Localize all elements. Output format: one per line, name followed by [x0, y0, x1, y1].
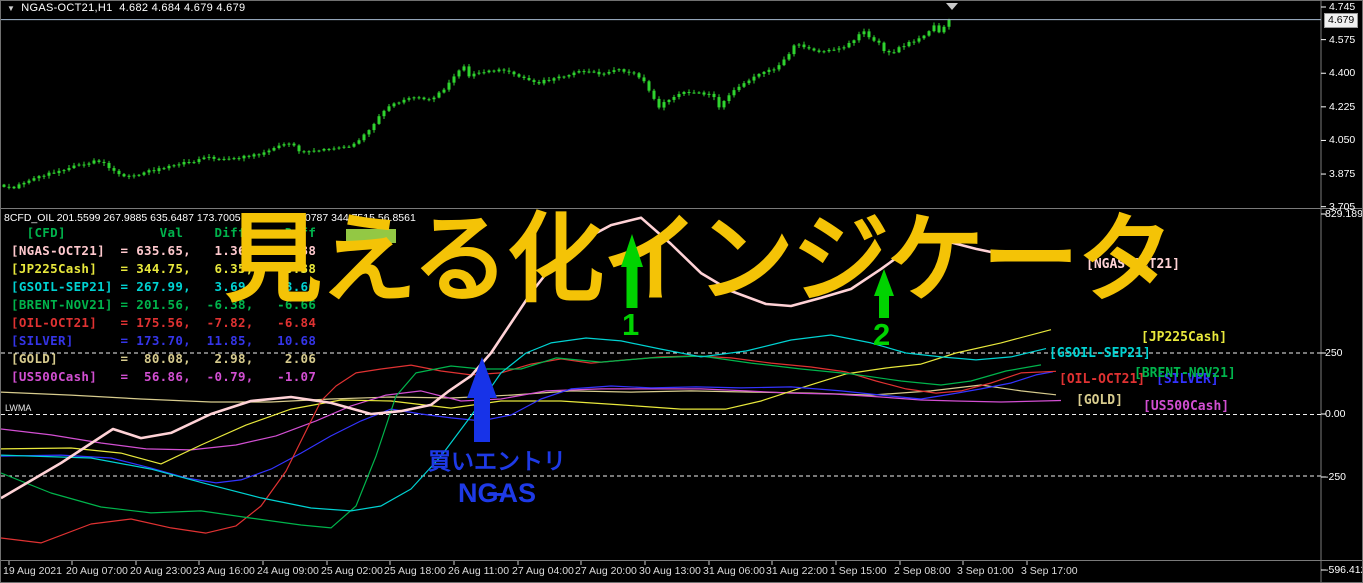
- time-axis-label: 3 Sep 01:00: [957, 565, 1014, 577]
- series-label-OIL-OCT21: [OIL-OCT21]: [1059, 372, 1146, 387]
- cfd-table-row: [SILVER] = 173.70, 11.85, 10.68: [11, 333, 317, 348]
- time-axis-label: 30 Aug 13:00: [639, 565, 701, 577]
- price-axis-label: 4.050: [1329, 134, 1356, 147]
- series-label-BRENT-NOV21: [BRENT-NOV21]: [1134, 366, 1236, 381]
- current-price-tag: 4.679: [1324, 12, 1359, 28]
- series-line-US500Cash: [1, 388, 1062, 451]
- ohlc-quote-values: 4.682 4.684 4.679 4.679: [119, 2, 246, 14]
- indicator-axis-label: -596.412: [1325, 564, 1363, 576]
- series-label-US500Cash: [US500Cash]: [1143, 399, 1230, 414]
- arrow-number-2: 2: [873, 317, 891, 352]
- price-axis-label: 3.875: [1329, 168, 1356, 181]
- price-axis-label: 4.575: [1329, 33, 1356, 46]
- cfd-table-row: [BRENT-NOV21] = 201.56, -6.38, -6.66: [11, 297, 317, 312]
- price-axis-label: 4.745: [1329, 1, 1356, 13]
- signal-box: [346, 229, 396, 243]
- series-line-GSOIL-SEP21: [1, 334, 1047, 512]
- cfd-table-row: [OIL-OCT21] = 175.56, -7.82, -6.84: [11, 315, 317, 330]
- price-axis-label: 4.225: [1329, 100, 1356, 113]
- buy-entry-symbol-label: NGAS: [457, 478, 536, 508]
- time-axis-label: 20 Aug 23:00: [130, 565, 192, 577]
- series-label-GOLD: [GOLD]: [1076, 393, 1123, 408]
- cfd-table-row: [GSOIL-SEP21] = 267.99, 3.69, 3.66: [11, 279, 317, 294]
- series-line-JP225Cash: [1, 329, 1052, 465]
- indicator-axis-label: 829.1891: [1325, 208, 1363, 220]
- arrow-number-1: 1: [622, 307, 640, 342]
- symbol-dropdown-icon[interactable]: ▼: [7, 4, 16, 13]
- indicator-axis-label: 0.00: [1325, 408, 1346, 420]
- price-axis-label: 4.400: [1329, 67, 1356, 80]
- series-label-SILVER: [SILVER]: [1156, 372, 1219, 387]
- ma-method-label: LWMA: [5, 403, 32, 413]
- time-axis-label: 31 Aug 06:00: [703, 565, 765, 577]
- chart-title-bar: ▼ NGAS-OCT21,H1 4.682 4.684 4.679 4.679: [7, 2, 245, 14]
- series-label-NGAS-OCT21: [NGAS-OCT21]: [1086, 257, 1180, 272]
- series-label-JP225Cash: [JP225Cash]: [1141, 330, 1228, 345]
- bar-shift-marker: [946, 3, 958, 10]
- candlestick-series: [2, 18, 951, 190]
- time-axis-label: 23 Aug 16:00: [193, 565, 255, 577]
- time-axis-label: 31 Aug 22:00: [766, 565, 828, 577]
- cfd-comparison-table: [CFD] Val Diff, Diff [NGAS-OCT21] = 635.6…: [11, 224, 316, 386]
- cfd-table-row: [US500Cash] = 56.86, -0.79, -1.07: [11, 369, 317, 384]
- price-axis-label: 3.705: [1329, 200, 1356, 213]
- indicator-axis-label: 250: [1325, 347, 1343, 359]
- symbol-period-label: NGAS-OCT21,H1: [21, 2, 113, 14]
- series-line-SILVER: [1, 371, 1054, 484]
- series-line-GOLD: [1, 384, 1057, 403]
- series-label-GSOIL-SEP21: [GSOIL-SEP21]: [1049, 346, 1151, 361]
- cfd-table-row: [NGAS-OCT21] = 635.65, 1.36, 1.38: [11, 243, 317, 258]
- buy-entry-label-jp: 買いエントリー: [428, 448, 566, 508]
- time-axis-label: 26 Aug 11:00: [448, 565, 510, 577]
- cfd-table-row: [CFD] Val Diff, Diff: [11, 225, 317, 240]
- cfd-table-row: [JP225Cash] = 344.75, 6.35, 6.38: [11, 261, 317, 276]
- time-axis-label: 20 Aug 07:00: [66, 565, 128, 577]
- time-axis-label: 27 Aug 04:00: [512, 565, 574, 577]
- promo-headline-text: 見える化インジケータ: [225, 205, 1174, 314]
- time-axis-label: 2 Sep 08:00: [894, 565, 951, 577]
- cfd-table-row: [GOLD] = 80.08, 2.98, 2.06: [11, 351, 317, 366]
- time-axis-label: 25 Aug 18:00: [384, 565, 446, 577]
- time-axis-label: 25 Aug 02:00: [321, 565, 383, 577]
- time-axis-label: 19 Aug 2021: [3, 565, 62, 577]
- time-axis-label: 1 Sep 15:00: [830, 565, 887, 577]
- series-line-NGAS-OCT21: [1, 216, 1037, 500]
- time-axis-label: 3 Sep 17:00: [1021, 565, 1078, 577]
- time-axis-label: 24 Aug 09:00: [257, 565, 319, 577]
- time-axis-label: 27 Aug 20:00: [575, 565, 637, 577]
- indicator-axis-label: -250: [1325, 471, 1347, 483]
- indicator-header-values: 8CFD_OIL 201.5599 267.9885 635.6487 173.…: [4, 212, 416, 224]
